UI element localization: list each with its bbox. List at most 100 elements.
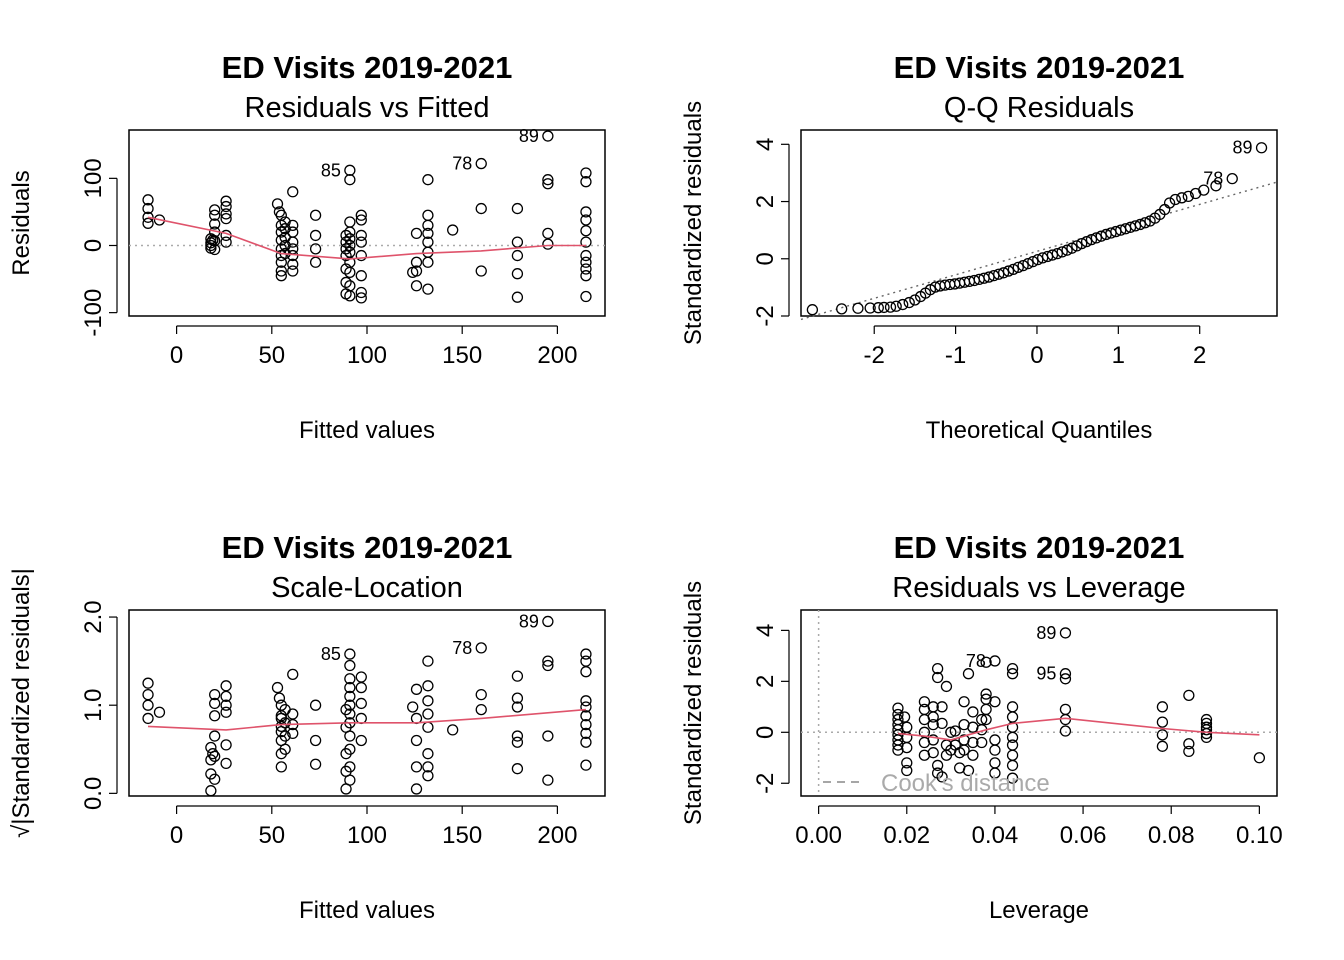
data-point: [275, 219, 287, 232]
data-point: [142, 712, 154, 725]
data-point: [422, 748, 434, 760]
data-point: [931, 671, 944, 684]
data-point: [542, 655, 554, 667]
point-label: 89: [1036, 623, 1056, 643]
data-point: [1183, 689, 1195, 702]
data-point: [945, 726, 957, 738]
data-point: [475, 703, 487, 716]
x-axis-label: Fitted values: [299, 897, 435, 924]
data-point: [207, 748, 219, 760]
data-point: [864, 302, 876, 314]
data-point: [355, 286, 367, 299]
data-point: [511, 701, 524, 713]
data-point: [511, 202, 524, 215]
data-point: [936, 717, 948, 730]
data-point: [909, 294, 921, 306]
data-point: [1134, 218, 1146, 231]
data-point: [898, 711, 911, 723]
data-point: [1253, 752, 1266, 764]
data-point: [279, 239, 291, 252]
data-point: [344, 699, 356, 711]
data-point: [355, 681, 367, 694]
data-point: [422, 708, 434, 720]
data-point: [209, 773, 221, 785]
data-point: [1226, 172, 1238, 185]
panel-2: ED Visits 2019-2021 Q-Q Residuals Theoreti…: [680, 50, 1278, 444]
data-point: [580, 249, 592, 262]
data-point: [279, 743, 291, 755]
data-point: [279, 223, 291, 235]
plot-frame: [128, 129, 606, 317]
chart-subtitle: Scale-Location: [271, 572, 463, 604]
data-point: [410, 227, 423, 240]
data-point: [967, 706, 979, 718]
data-point: [1129, 220, 1142, 232]
data-point: [287, 708, 299, 720]
data-point: [355, 229, 367, 242]
data-point: [355, 697, 367, 710]
data-point: [580, 176, 592, 188]
data-point: [355, 734, 367, 747]
data-point: [542, 227, 554, 240]
data-point: [580, 701, 592, 713]
data-point: [976, 736, 988, 749]
data-point: [989, 734, 1001, 746]
y-tick-label: 2: [752, 195, 779, 208]
data-point: [1156, 740, 1169, 752]
point-label: 95: [1036, 664, 1056, 684]
data-point: [1006, 739, 1019, 751]
data-point: [1012, 261, 1024, 274]
data-point: [1059, 627, 1072, 639]
data-point: [511, 268, 524, 280]
y-axis-label: Standardized residuals: [680, 581, 707, 825]
data-point: [209, 209, 221, 221]
data-point: [344, 174, 356, 186]
data-point: [1080, 235, 1093, 248]
data-point: [220, 195, 232, 207]
x-tick-label: 100: [347, 822, 387, 849]
data-point: [980, 713, 992, 726]
data-point: [927, 719, 939, 731]
points: [892, 627, 1266, 784]
data-point: [410, 761, 423, 773]
data-point: [542, 615, 554, 628]
panel-3: ED Visits 2019-2021 Scale-Location Fitted …: [8, 530, 606, 924]
data-point: [220, 200, 232, 213]
panel-1: ED Visits 2019-2021 Residuals vs Fitted Fi…: [8, 50, 606, 444]
data-point: [1022, 257, 1034, 270]
data-point: [878, 301, 890, 314]
data-point: [1056, 246, 1068, 258]
data-point: [580, 225, 592, 237]
data-point: [209, 750, 221, 762]
point-label: 78: [452, 154, 472, 174]
data-point: [1156, 729, 1169, 741]
data-point: [271, 681, 284, 694]
data-point: [980, 688, 992, 700]
data-point: [205, 785, 217, 797]
data-point: [949, 725, 961, 737]
y-tick-label: 4: [752, 624, 779, 637]
data-point: [209, 730, 221, 742]
data-point: [1169, 193, 1181, 206]
smoother-line: [147, 708, 587, 731]
data-point: [967, 736, 979, 749]
data-point: [901, 721, 913, 733]
data-point: [287, 236, 299, 248]
y-tick-label: 0: [752, 726, 779, 739]
x-axis-label: Leverage: [989, 897, 1089, 924]
point-label: 85: [321, 160, 341, 180]
data-point: [580, 256, 592, 268]
data-point: [1006, 749, 1019, 761]
data-point: [580, 270, 592, 282]
data-point: [209, 235, 221, 247]
data-point: [344, 730, 356, 742]
data-point: [287, 668, 299, 681]
x-tick-label: -1: [945, 342, 966, 369]
data-point: [275, 270, 287, 282]
data-point: [918, 696, 931, 708]
data-point: [1182, 190, 1194, 203]
data-point: [220, 757, 232, 770]
data-point: [890, 300, 902, 312]
data-point: [1200, 727, 1213, 740]
data-point: [980, 703, 992, 716]
